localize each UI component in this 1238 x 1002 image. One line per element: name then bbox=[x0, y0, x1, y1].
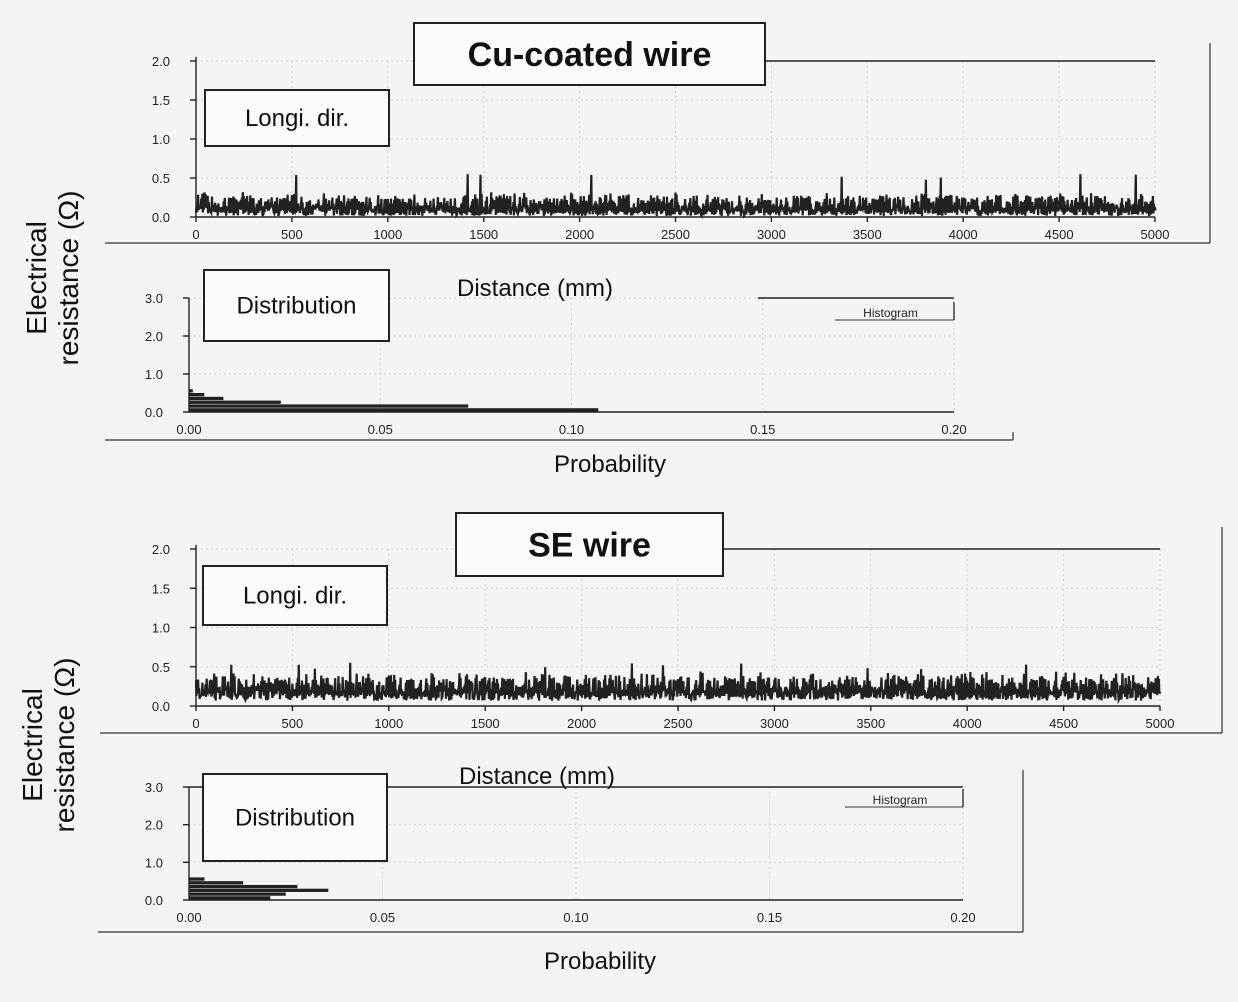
y-tick-label: 2.0 bbox=[152, 54, 170, 69]
x-tick-label: 0.05 bbox=[370, 910, 395, 925]
x-tick-label: 4000 bbox=[949, 227, 978, 242]
y-tick-label: 3.0 bbox=[145, 780, 163, 795]
chart-title-box bbox=[413, 22, 766, 86]
histogram-bar bbox=[189, 896, 271, 900]
histogram-bar bbox=[189, 389, 193, 393]
distribution-label: Distribution bbox=[236, 293, 356, 320]
x-tick-label: 0.20 bbox=[950, 910, 975, 925]
chart-title: SE wire bbox=[528, 527, 651, 565]
y-tick-label: 1.0 bbox=[152, 132, 170, 147]
y-tick-label: 1.5 bbox=[152, 93, 170, 108]
x-tick-label: 0.15 bbox=[757, 910, 782, 925]
histogram-bar bbox=[189, 892, 286, 896]
x-tick-label: 0.20 bbox=[941, 422, 966, 437]
y-tick-label: 2.0 bbox=[145, 329, 163, 344]
x-tick-label: 0.10 bbox=[559, 422, 584, 437]
x-tick-label: 0 bbox=[192, 227, 199, 242]
x-tick-label: 1500 bbox=[471, 716, 500, 731]
x-tick-label: 0.00 bbox=[176, 910, 201, 925]
x-tick-label: 5000 bbox=[1146, 716, 1175, 731]
y-tick-label: 0.0 bbox=[152, 699, 170, 714]
y-axis-title-cu: Electrical resistance (Ω) bbox=[21, 191, 84, 366]
x-tick-label: 1000 bbox=[374, 716, 403, 731]
resistance-trace bbox=[194, 662, 1162, 705]
y-tick-label: 1.0 bbox=[152, 621, 170, 636]
y-tick-label: 1.0 bbox=[145, 855, 163, 870]
y-tick-label: 1.0 bbox=[145, 367, 163, 382]
histogram-bar bbox=[189, 884, 298, 889]
resistance-trace bbox=[194, 174, 1157, 220]
x-tick-label: 2000 bbox=[567, 716, 596, 731]
y-tick-label: 0.5 bbox=[152, 660, 170, 675]
y-tick-label: 0.0 bbox=[152, 210, 170, 225]
histogram-bar bbox=[189, 393, 205, 397]
y-tick-label: 0.0 bbox=[145, 405, 163, 420]
x-tick-label: 1500 bbox=[469, 227, 498, 242]
histogram-bar bbox=[189, 408, 599, 412]
x-tick-label: 2000 bbox=[565, 227, 594, 242]
x-tick-label: 0 bbox=[192, 716, 199, 731]
direction-label: Longi. dir. bbox=[243, 583, 347, 610]
distribution-label: Distribution bbox=[235, 805, 355, 832]
distribution-label-box bbox=[202, 773, 388, 862]
histogram-bar bbox=[189, 404, 469, 408]
x-tick-label: 4500 bbox=[1045, 227, 1074, 242]
x-tick-label: 2500 bbox=[661, 227, 690, 242]
x-tick-label: 0.05 bbox=[368, 422, 393, 437]
x-tick-label: 0.00 bbox=[176, 422, 201, 437]
direction-label: Longi. dir. bbox=[245, 105, 349, 132]
y-tick-label: 1.5 bbox=[152, 581, 170, 596]
y-axis-title-line-1: Electrical bbox=[21, 221, 52, 335]
y-axis-title-line-1: Electrical bbox=[17, 688, 48, 802]
legend-label: Histogram bbox=[863, 306, 918, 320]
x-tick-label: 3500 bbox=[853, 227, 882, 242]
y-axis-title-se: Electrical resistance (Ω) bbox=[17, 658, 80, 833]
histogram-bar bbox=[189, 888, 329, 892]
direction-label-box bbox=[204, 89, 390, 147]
y-tick-label: 0.5 bbox=[152, 171, 170, 186]
histogram-bar bbox=[189, 396, 224, 401]
x-tick-label: 0.15 bbox=[750, 422, 775, 437]
x-axis-title: Probability bbox=[544, 948, 656, 975]
x-tick-label: 0.10 bbox=[563, 910, 588, 925]
x-tick-label: 5000 bbox=[1141, 227, 1170, 242]
histogram-bar bbox=[189, 881, 244, 885]
y-tick-label: 2.0 bbox=[152, 542, 170, 557]
x-axis-title: Distance (mm) bbox=[459, 763, 615, 790]
distribution-label-box bbox=[203, 269, 390, 342]
legend-label: Histogram bbox=[873, 793, 928, 807]
y-tick-label: 2.0 bbox=[145, 818, 163, 833]
direction-label-box bbox=[202, 565, 388, 626]
x-tick-label: 2500 bbox=[664, 716, 693, 731]
x-tick-label: 500 bbox=[281, 227, 303, 242]
chart-title: Cu-coated wire bbox=[468, 36, 712, 74]
y-tick-label: 0.0 bbox=[145, 893, 163, 908]
x-tick-label: 3000 bbox=[757, 227, 786, 242]
x-tick-label: 3500 bbox=[856, 716, 885, 731]
y-tick-label: 3.0 bbox=[145, 291, 163, 306]
x-tick-label: 4000 bbox=[953, 716, 982, 731]
x-tick-label: 4500 bbox=[1049, 716, 1078, 731]
x-tick-label: 3000 bbox=[760, 716, 789, 731]
histogram-bar bbox=[189, 877, 205, 881]
histogram-bar bbox=[189, 400, 281, 404]
chart-title-box bbox=[455, 512, 724, 577]
x-axis-title: Probability bbox=[554, 451, 666, 478]
x-tick-label: 1000 bbox=[373, 227, 402, 242]
y-axis-title-line-2: resistance (Ω) bbox=[53, 191, 84, 366]
x-tick-label: 500 bbox=[282, 716, 304, 731]
y-axis-title-line-2: resistance (Ω) bbox=[49, 658, 80, 833]
